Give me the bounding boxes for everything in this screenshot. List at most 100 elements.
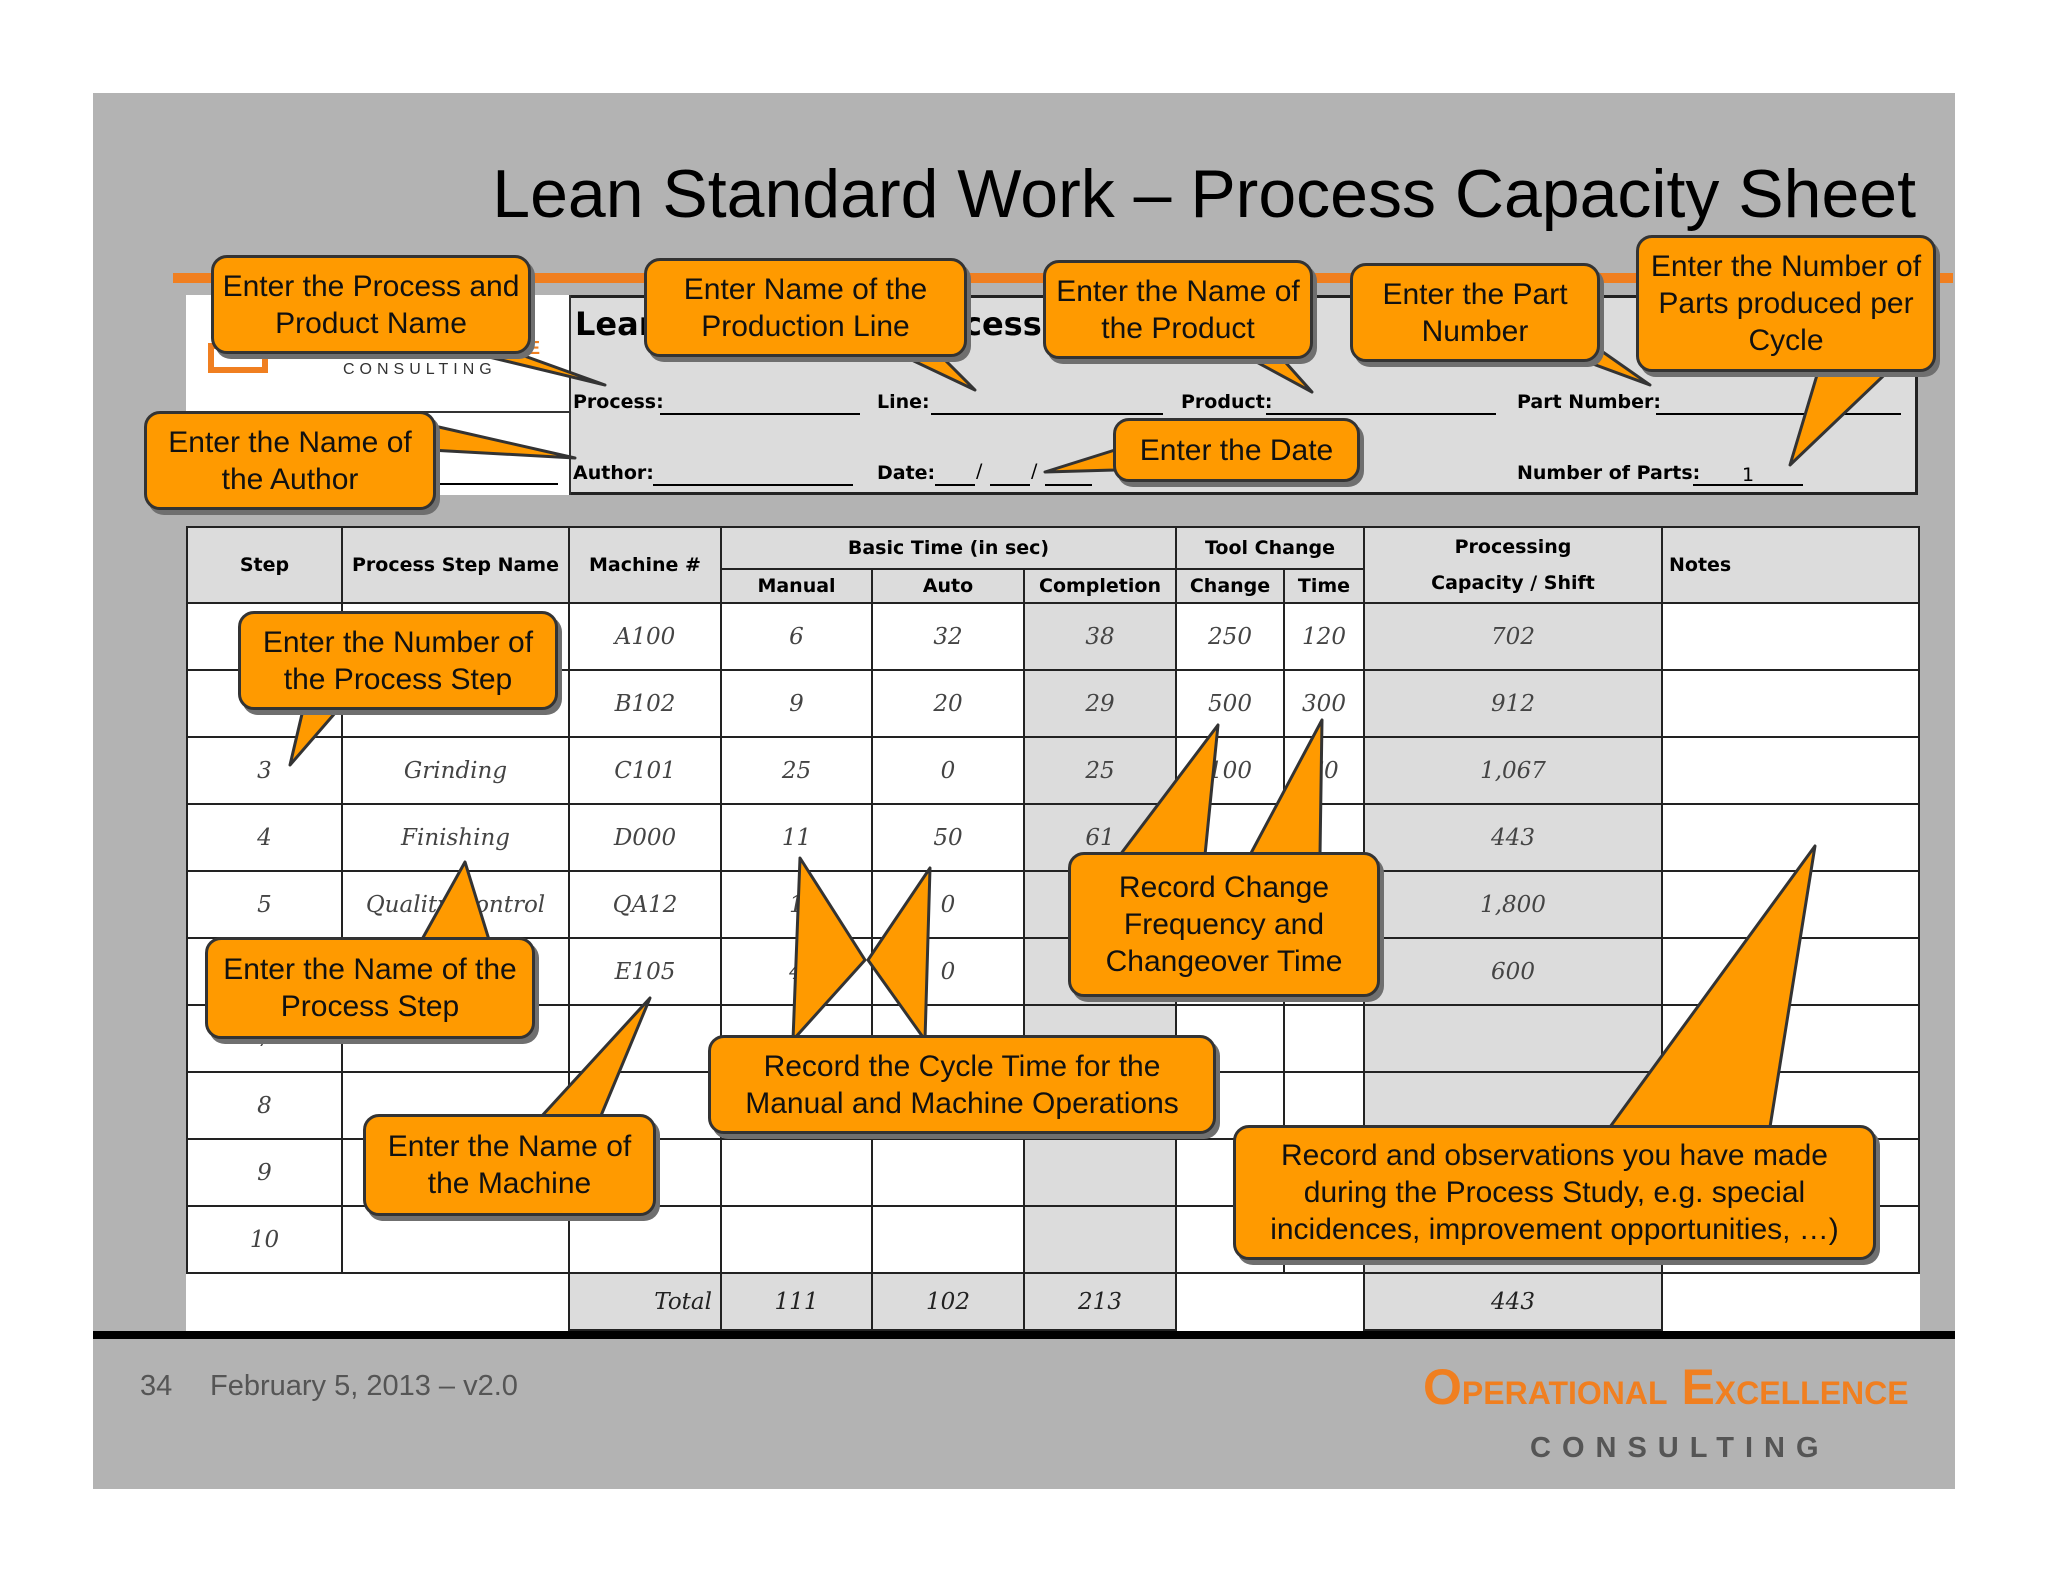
cell-time[interactable]: 300 — [1283, 669, 1365, 738]
callout-observations: Record and observations you have made du… — [1233, 1125, 1876, 1260]
form-heading-right: cess — [963, 305, 1042, 343]
part-number-field[interactable] — [1656, 393, 1901, 415]
logo-letter: E — [528, 338, 541, 358]
cell-notes[interactable] — [1661, 803, 1920, 872]
line-field[interactable] — [931, 393, 1163, 415]
brand-perational: PERATIONAL — [1461, 1375, 1668, 1411]
tail-change-1 — [1118, 723, 1220, 857]
cell-manual[interactable]: 25 — [720, 736, 873, 805]
cell-manual[interactable]: 6 — [720, 602, 873, 671]
brand-xcellence: XCELLENCE — [1714, 1375, 1909, 1411]
cell-step[interactable]: 3 — [186, 736, 343, 805]
cell-step[interactable]: 4 — [186, 803, 343, 872]
header-processing: Processing — [1454, 536, 1572, 558]
header-capacity-shift: Capacity / Shift — [1431, 572, 1595, 594]
date-month-field[interactable] — [935, 464, 975, 486]
product-field[interactable] — [1266, 393, 1496, 415]
part-number-label: Part Number: — [1517, 391, 1661, 413]
tail-step-name — [418, 860, 492, 945]
cell-auto[interactable] — [871, 1138, 1025, 1207]
cell-manual[interactable]: 9 — [720, 669, 873, 738]
cell-capacity[interactable]: 912 — [1363, 669, 1663, 738]
cell-capacity[interactable]: 1,800 — [1363, 870, 1663, 939]
cell-machine[interactable]: E105 — [568, 937, 722, 1006]
cell-auto[interactable]: 20 — [871, 669, 1025, 738]
cell-capacity[interactable]: 702 — [1363, 602, 1663, 671]
cell-time[interactable] — [1283, 1004, 1365, 1073]
cell-auto[interactable]: 50 — [871, 803, 1025, 872]
cell-capacity[interactable]: 600 — [1363, 937, 1663, 1006]
total-auto: 102 — [871, 1272, 1025, 1331]
header-process-step-name: Process Step Name — [341, 526, 570, 604]
cell-notes[interactable] — [1661, 602, 1920, 671]
header-completion: Completion — [1023, 568, 1177, 604]
header-notes: Notes — [1661, 526, 1920, 604]
header-manual: Manual — [720, 568, 873, 604]
cell-machine[interactable]: QA12 — [568, 870, 722, 939]
cell-auto[interactable]: 0 — [871, 870, 1025, 939]
cell-name[interactable]: Finishing — [341, 803, 570, 872]
cell-auto[interactable]: 0 — [871, 736, 1025, 805]
cell-completion[interactable]: 29 — [1023, 669, 1177, 738]
callout-author: Enter the Name of the Author — [144, 411, 436, 510]
cell-capacity[interactable]: 1,067 — [1363, 736, 1663, 805]
cell-completion[interactable] — [1023, 1205, 1177, 1274]
author-field-left — [438, 463, 558, 485]
footer-date: February 5, 2013 – v2.0 — [210, 1370, 518, 1402]
callout-machine: Enter the Name of the Machine — [363, 1114, 656, 1216]
cell-auto[interactable]: 32 — [871, 602, 1025, 671]
number-of-parts-field[interactable]: 1 — [1693, 464, 1803, 486]
header-basic-time: Basic Time (in sec) — [720, 526, 1177, 570]
cell-notes[interactable] — [1661, 669, 1920, 738]
cell-capacity[interactable]: 443 — [1363, 803, 1663, 872]
tail-observations — [1608, 844, 1817, 1129]
cell-machine[interactable]: A100 — [568, 602, 722, 671]
line-label: Line: — [877, 391, 930, 413]
date-label: Date: — [877, 462, 936, 484]
date-year-field[interactable] — [1045, 464, 1092, 486]
date-sep-2: / — [1031, 460, 1038, 482]
cell-machine[interactable] — [568, 1205, 722, 1274]
cell-step[interactable]: 5 — [186, 870, 343, 939]
cell-auto[interactable] — [871, 1205, 1025, 1274]
total-completion: 213 — [1023, 1272, 1177, 1331]
cell-change[interactable]: 500 — [1175, 669, 1285, 738]
cell-manual[interactable] — [720, 1138, 873, 1207]
total-manual: 111 — [720, 1272, 873, 1331]
cell-name[interactable]: Grinding — [341, 736, 570, 805]
cell-step[interactable]: 9 — [186, 1138, 343, 1207]
cell-change[interactable]: 250 — [1175, 602, 1285, 671]
cell-name[interactable] — [341, 1205, 570, 1274]
author-field[interactable] — [653, 464, 853, 486]
tail-author — [428, 423, 577, 460]
cell-capacity[interactable] — [1363, 1004, 1663, 1073]
total-label: Total — [568, 1272, 722, 1331]
header-auto: Auto — [871, 568, 1025, 604]
cell-completion[interactable]: 38 — [1023, 602, 1177, 671]
process-field[interactable] — [660, 393, 860, 415]
cell-completion[interactable] — [1023, 1138, 1177, 1207]
number-of-parts-value: 1 — [1741, 464, 1755, 486]
header-time: Time — [1283, 568, 1365, 604]
cell-machine[interactable]: D000 — [568, 803, 722, 872]
process-label: Process: — [573, 391, 664, 413]
page-number: 34 — [140, 1370, 173, 1402]
cell-manual[interactable] — [720, 1205, 873, 1274]
total-capacity: 443 — [1363, 1272, 1663, 1331]
header-change: Change — [1175, 568, 1285, 604]
cell-step[interactable]: 10 — [186, 1205, 343, 1274]
cell-notes[interactable] — [1661, 736, 1920, 805]
table-row: 10 — [186, 1205, 1920, 1274]
cell-completion[interactable]: 25 — [1023, 736, 1177, 805]
callout-cycle-time: Record the Cycle Time for the Manual and… — [708, 1035, 1216, 1134]
cell-machine[interactable]: B102 — [568, 669, 722, 738]
number-of-parts-label: Number of Parts: — [1517, 462, 1701, 484]
callout-step-number: Enter the Number of the Process Step — [238, 611, 558, 710]
cell-manual[interactable]: 11 — [720, 803, 873, 872]
cell-machine[interactable]: C101 — [568, 736, 722, 805]
cell-time[interactable]: 120 — [1283, 602, 1365, 671]
cell-step[interactable]: 8 — [186, 1071, 343, 1140]
table-row: 3 Grinding C101 25 0 25 100 60 1,067 — [186, 736, 1920, 805]
date-day-field[interactable] — [990, 464, 1030, 486]
page-title: Lean Standard Work – Process Capacity Sh… — [492, 156, 1916, 232]
